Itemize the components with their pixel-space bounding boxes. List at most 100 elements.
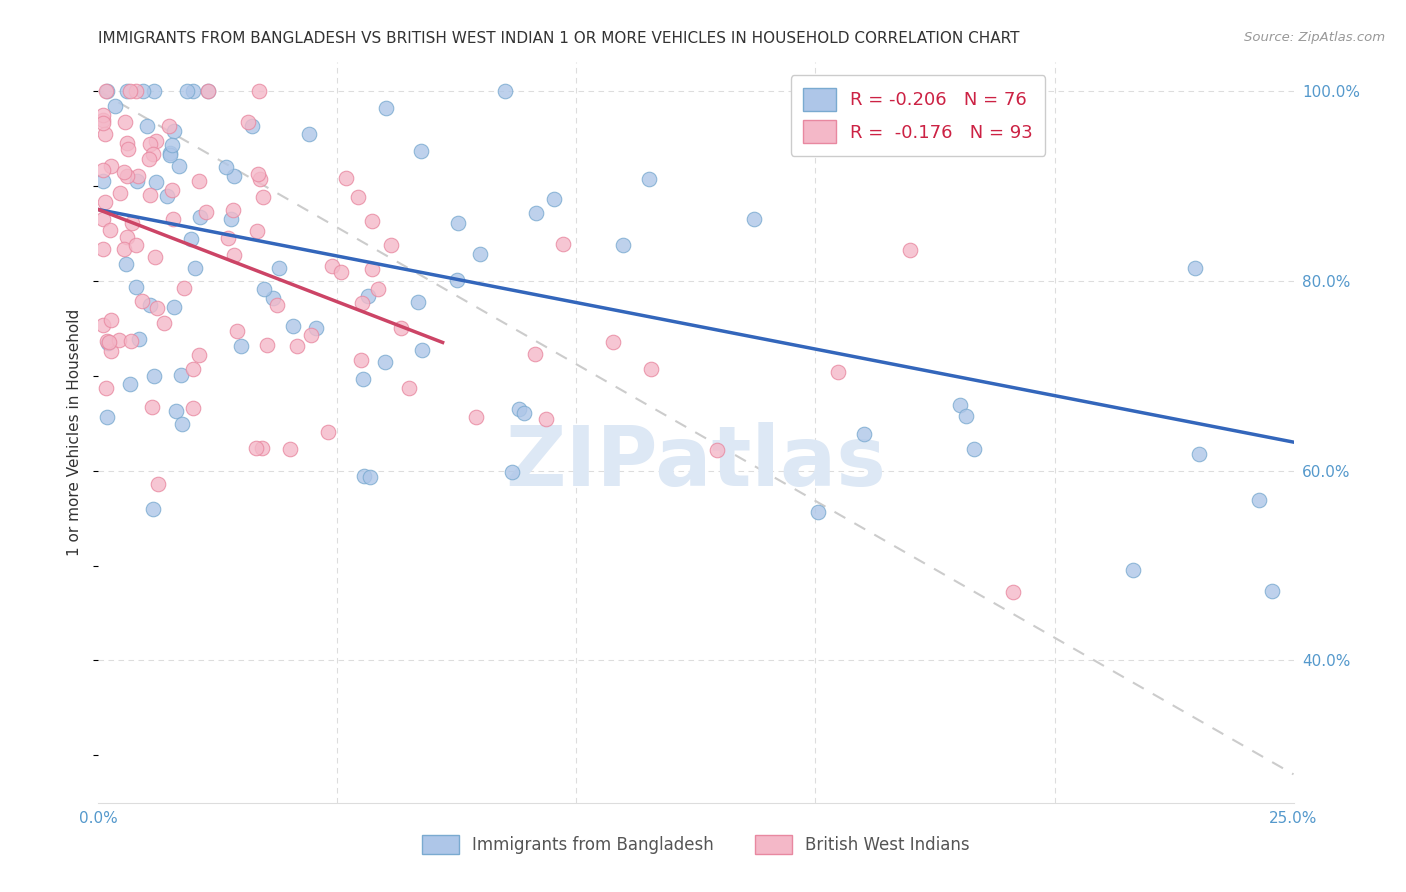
Point	[91, 116, 114, 130]
Point	[299, 328, 322, 343]
Point	[350, 296, 373, 310]
Point	[128, 332, 150, 346]
Point	[184, 261, 207, 276]
Point	[163, 300, 186, 314]
Point	[219, 212, 242, 227]
Point	[160, 138, 183, 153]
Point	[163, 124, 186, 138]
Point	[197, 84, 219, 98]
Point	[100, 344, 122, 359]
Point	[640, 361, 662, 376]
Point	[181, 362, 204, 376]
Point	[91, 174, 114, 188]
Point	[114, 115, 136, 129]
Point	[188, 211, 211, 225]
Point	[335, 170, 357, 185]
Text: ZIPatlas: ZIPatlas	[506, 422, 886, 503]
Point	[262, 291, 284, 305]
Point	[249, 84, 271, 98]
Point	[266, 297, 288, 311]
Point	[1188, 447, 1211, 461]
Y-axis label: 1 or more Vehicles in Household: 1 or more Vehicles in Household	[67, 309, 83, 557]
Point	[256, 338, 278, 352]
Point	[411, 343, 433, 357]
Point	[141, 400, 163, 414]
Point	[91, 163, 114, 178]
Point	[1184, 261, 1206, 276]
Point	[94, 194, 117, 209]
Point	[330, 265, 353, 279]
Point	[195, 205, 218, 219]
Point	[139, 297, 162, 311]
Point	[224, 169, 246, 184]
Point	[508, 401, 530, 416]
Point	[321, 259, 343, 273]
Point	[247, 168, 270, 182]
Point	[285, 339, 308, 353]
Point	[107, 333, 129, 347]
Point	[281, 319, 304, 334]
Point	[513, 406, 536, 420]
Point	[96, 381, 118, 395]
Point	[316, 425, 339, 440]
Point	[138, 152, 160, 166]
Point	[253, 282, 276, 296]
Point	[1249, 493, 1271, 508]
Point	[115, 84, 138, 98]
Point	[117, 143, 139, 157]
Text: IMMIGRANTS FROM BANGLADESH VS BRITISH WEST INDIAN 1 OR MORE VEHICLES IN HOUSEHOL: IMMIGRANTS FROM BANGLADESH VS BRITISH WE…	[98, 31, 1019, 46]
Point	[183, 84, 205, 98]
Point	[706, 442, 728, 457]
Point	[112, 165, 135, 179]
Point	[217, 231, 239, 245]
Point	[637, 172, 659, 186]
Point	[501, 465, 523, 479]
Point	[176, 84, 198, 98]
Point	[143, 84, 166, 98]
Point	[114, 257, 136, 271]
Point	[139, 136, 162, 151]
Point	[350, 352, 373, 367]
Point	[125, 173, 148, 187]
Point	[120, 334, 142, 349]
Point	[225, 324, 247, 338]
Point	[145, 175, 167, 189]
Point	[245, 441, 267, 455]
Point	[159, 119, 181, 133]
Point	[215, 160, 238, 174]
Point	[100, 159, 122, 173]
Point	[360, 213, 382, 227]
Point	[361, 261, 384, 276]
Point	[955, 409, 977, 424]
Point	[142, 369, 165, 384]
Point	[742, 211, 765, 226]
Point	[524, 206, 547, 220]
Point	[298, 127, 321, 141]
Point	[91, 242, 114, 256]
Point	[447, 217, 470, 231]
Point	[446, 273, 468, 287]
Point	[165, 404, 187, 418]
Point	[167, 159, 190, 173]
Point	[125, 237, 148, 252]
Point	[143, 250, 166, 264]
Point	[153, 316, 176, 330]
Point	[250, 441, 273, 455]
Point	[465, 410, 488, 425]
Point	[115, 136, 138, 150]
Point	[173, 281, 195, 295]
Point	[1122, 563, 1144, 577]
Point	[543, 192, 565, 206]
Point	[602, 335, 624, 350]
Point	[118, 377, 141, 392]
Point	[159, 145, 181, 160]
Point	[170, 368, 193, 383]
Point	[146, 477, 169, 491]
Point	[142, 146, 165, 161]
Point	[374, 355, 396, 369]
Point	[91, 113, 114, 128]
Point	[468, 246, 491, 260]
Point	[97, 334, 120, 349]
Point	[389, 320, 412, 334]
Point	[98, 223, 121, 237]
